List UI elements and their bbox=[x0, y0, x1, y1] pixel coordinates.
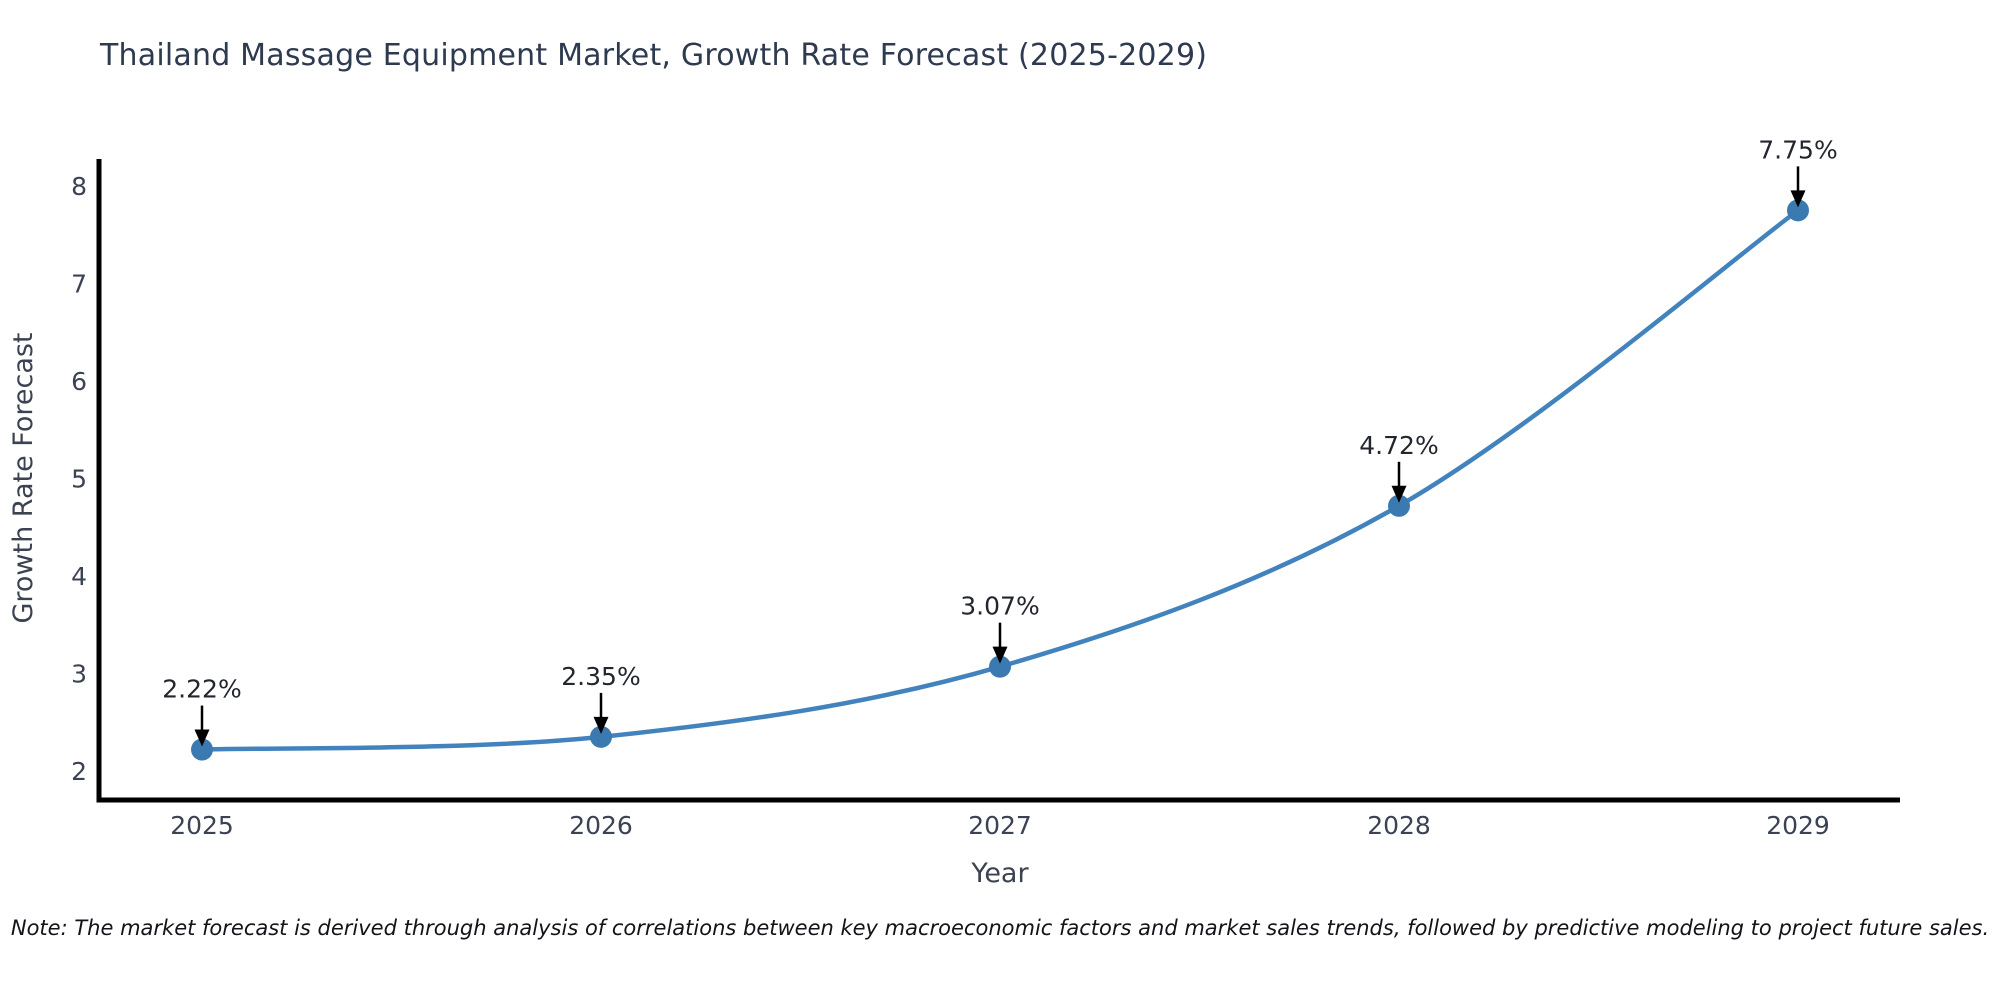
y-axis-tick-label: 4 bbox=[71, 562, 87, 591]
y-axis-title: Growth Rate Forecast bbox=[8, 332, 39, 623]
annotation-arrow-head bbox=[194, 729, 210, 747]
data-point-value-label: 2.35% bbox=[561, 662, 640, 691]
y-axis-tick-label: 2 bbox=[71, 757, 87, 786]
data-point-value-label: 7.75% bbox=[1758, 135, 1837, 164]
chart-footnote: Note: The market forecast is derived thr… bbox=[10, 916, 1990, 940]
data-point-marker bbox=[590, 725, 612, 748]
data-point-marker bbox=[1787, 199, 1809, 222]
x-axis-tick-label: 2025 bbox=[170, 811, 234, 840]
data-point-value-label: 4.72% bbox=[1359, 431, 1438, 460]
x-axis-tick-label: 2026 bbox=[569, 811, 633, 840]
annotation-arrow-head bbox=[1790, 190, 1806, 208]
data-point-marker bbox=[989, 655, 1011, 678]
y-axis-tick-label: 6 bbox=[71, 367, 87, 396]
chart-title: Thailand Massage Equipment Market, Growt… bbox=[100, 38, 1208, 73]
data-point-value-label: 2.22% bbox=[162, 675, 241, 704]
data-point-marker bbox=[191, 738, 213, 761]
data-point-value-label: 3.07% bbox=[960, 592, 1039, 621]
data-point-marker bbox=[1388, 494, 1410, 517]
x-axis-tick-label: 2029 bbox=[1766, 811, 1830, 840]
annotation-arrow-head bbox=[593, 716, 609, 734]
annotation-arrow-head bbox=[992, 646, 1008, 664]
y-axis-tick-label: 3 bbox=[71, 660, 87, 689]
x-axis-title: Year bbox=[970, 858, 1029, 889]
y-axis-tick-label: 8 bbox=[71, 172, 87, 201]
y-axis-tick-label: 7 bbox=[71, 270, 87, 299]
annotation-arrow-head bbox=[1391, 485, 1407, 503]
x-axis-tick-label: 2027 bbox=[968, 811, 1032, 840]
x-axis-tick-label: 2028 bbox=[1367, 811, 1431, 840]
y-axis-tick-label: 5 bbox=[71, 465, 87, 494]
